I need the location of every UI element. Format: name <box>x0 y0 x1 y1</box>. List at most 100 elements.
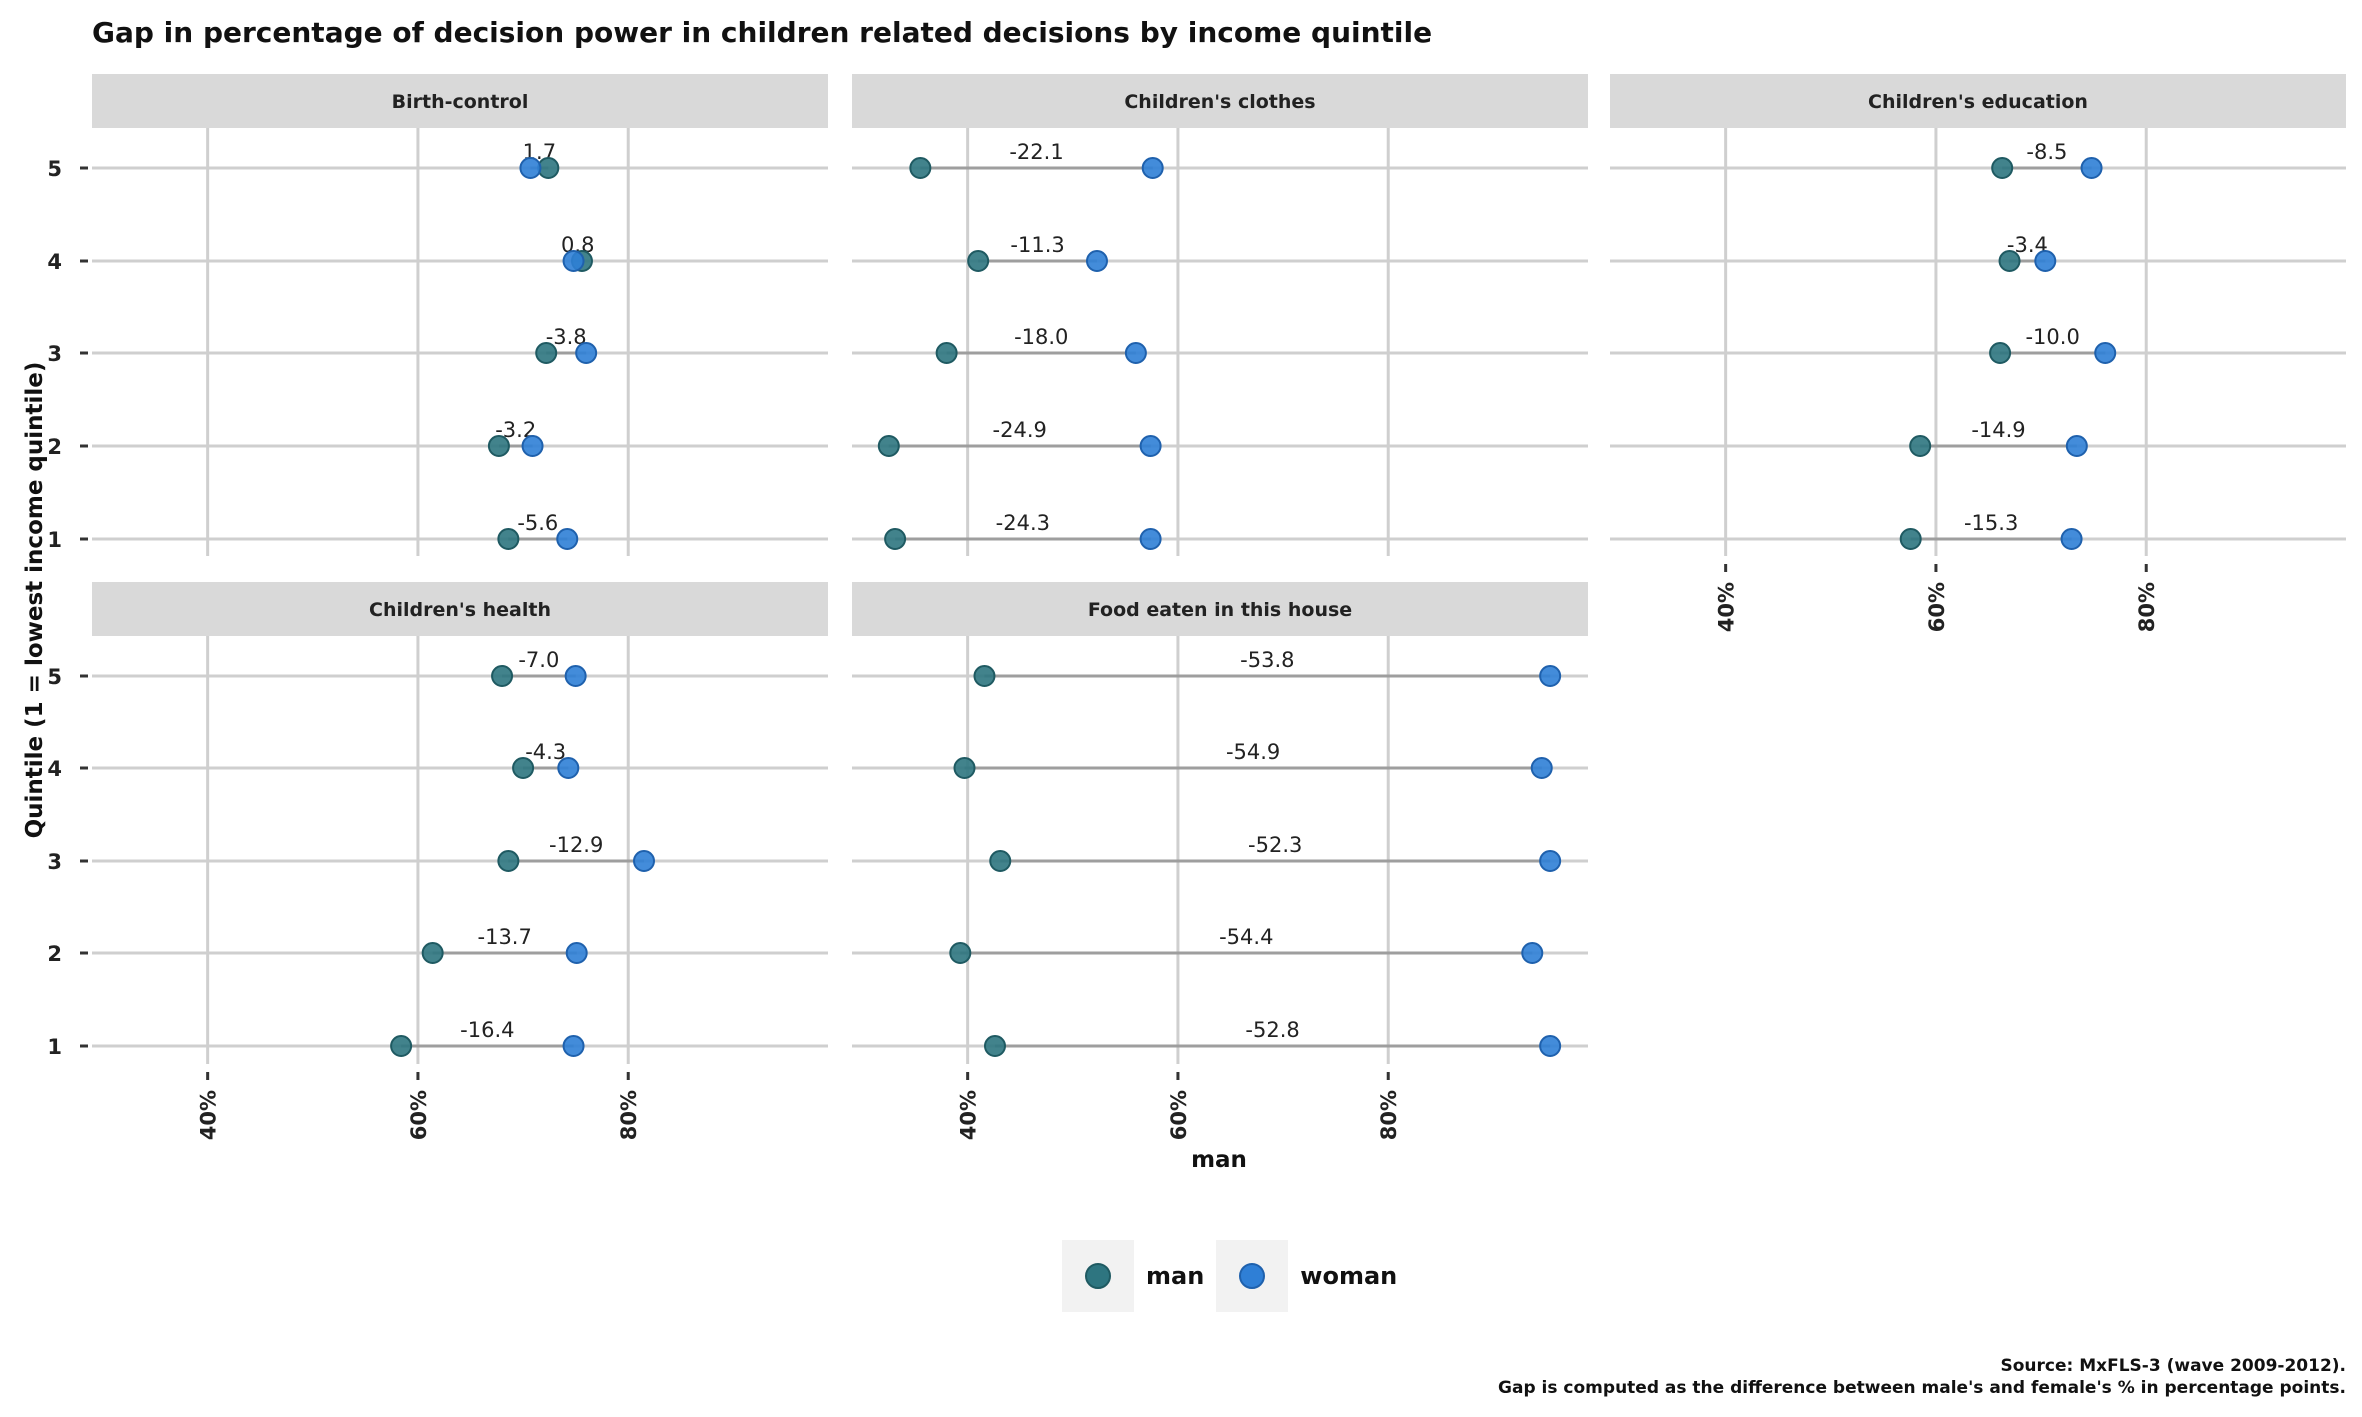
x-tick-label: 40% <box>197 1090 221 1140</box>
man-point <box>535 342 558 364</box>
y-tick-label: 1 <box>47 528 62 552</box>
woman-point <box>1539 850 1562 872</box>
woman-point <box>562 250 585 272</box>
x-tick-label: 80% <box>2135 582 2159 632</box>
man-point <box>390 1035 413 1057</box>
man-point <box>1991 157 2014 179</box>
x-tick-label: 40% <box>957 1090 981 1140</box>
gap-label: -52.8 <box>1245 1018 1299 1042</box>
panel-strip <box>92 74 828 128</box>
gap-label: -7.0 <box>518 648 559 672</box>
legend-label-man: man <box>1146 1262 1205 1290</box>
x-tick-label: 60% <box>1167 1090 1191 1140</box>
gap-label: -24.9 <box>993 418 1047 442</box>
legend-label-woman: woman <box>1300 1262 1398 1290</box>
legend-key-man <box>1062 1240 1134 1312</box>
man-point <box>973 665 996 687</box>
gap-label: -18.0 <box>1014 325 1068 349</box>
legend-dot-woman-icon <box>1239 1263 1266 1289</box>
panel-title: Children's clothes <box>1124 91 1315 113</box>
man-point <box>983 1035 1006 1057</box>
man-point <box>949 942 972 964</box>
gap-label: -54.9 <box>1226 740 1280 764</box>
woman-point <box>519 157 542 179</box>
caption-note: Gap is computed as the difference betwee… <box>1498 1378 2346 1398</box>
legend: man woman <box>1062 1240 1409 1312</box>
y-tick-label: 3 <box>47 342 62 366</box>
woman-point <box>564 665 587 687</box>
y-tick-label: 5 <box>47 157 62 181</box>
woman-point <box>1085 250 1108 272</box>
woman-point <box>562 1035 585 1057</box>
woman-point <box>1530 757 1553 779</box>
y-tick-label: 2 <box>47 435 62 459</box>
woman-point <box>2034 250 2057 272</box>
y-axis-label: Quintile (1 = lowest income quintile) <box>22 361 48 839</box>
gap-label: -15.3 <box>1964 511 2018 535</box>
man-point <box>512 757 535 779</box>
x-tick-label: 80% <box>617 1090 641 1140</box>
woman-point <box>1521 942 1544 964</box>
man-point <box>1899 528 1922 550</box>
woman-point <box>1124 342 1147 364</box>
woman-point <box>2060 528 2083 550</box>
chart-title: Gap in percentage of decision power in c… <box>92 16 1433 49</box>
man-point <box>1909 435 1932 457</box>
man-point <box>1989 342 2012 364</box>
gap-label: -52.3 <box>1248 833 1302 857</box>
panel-strip <box>852 74 1588 128</box>
man-point <box>884 528 907 550</box>
gap-label: -8.5 <box>2026 140 2067 164</box>
panel-strip <box>1610 74 2346 128</box>
legend-key-woman <box>1216 1240 1289 1312</box>
panel-strip <box>92 582 828 636</box>
woman-point <box>2094 342 2117 364</box>
legend-dot-man-icon <box>1085 1263 1111 1289</box>
gap-label: -16.4 <box>460 1018 514 1042</box>
y-tick-label: 4 <box>47 250 62 274</box>
panel-title: Birth-control <box>392 91 529 113</box>
gap-label: -11.3 <box>1010 233 1064 257</box>
caption-source: Source: MxFLS-3 (wave 2009-2012). <box>2000 1356 2347 1376</box>
woman-point <box>556 528 579 550</box>
x-tick-label: 80% <box>1377 1090 1401 1140</box>
panel-strip <box>852 582 1588 636</box>
gap-label: -54.4 <box>1219 925 1273 949</box>
y-tick-label: 4 <box>47 757 62 781</box>
man-point <box>909 157 932 179</box>
caption: Source: MxFLS-3 (wave 2009-2012). Gap is… <box>1498 1355 2346 1399</box>
y-tick-label: 3 <box>47 850 62 874</box>
man-point <box>421 942 444 964</box>
woman-point <box>521 435 544 457</box>
man-point <box>953 757 976 779</box>
man-point <box>989 850 1012 872</box>
panel-title: Children's health <box>369 599 551 621</box>
man-point <box>497 528 520 550</box>
woman-point <box>1539 665 1562 687</box>
y-tick-label: 5 <box>47 665 62 689</box>
panel-title: Children's education <box>1868 91 2088 113</box>
woman-point <box>1539 1035 1562 1057</box>
man-point <box>497 850 520 872</box>
man-point <box>967 250 990 272</box>
woman-point <box>565 942 588 964</box>
x-tick-label: 60% <box>1925 582 1949 632</box>
man-point <box>491 665 514 687</box>
man-point <box>877 435 900 457</box>
gap-label: -4.3 <box>525 740 566 764</box>
man-point <box>1998 250 2021 272</box>
gap-label: -13.7 <box>478 925 532 949</box>
gap-label: -53.8 <box>1240 648 1294 672</box>
y-tick-label: 2 <box>47 942 62 966</box>
man-point <box>935 342 958 364</box>
panel-title: Food eaten in this house <box>1088 599 1352 621</box>
woman-point <box>1139 528 1162 550</box>
man-point <box>487 435 510 457</box>
x-axis-label: man <box>1191 1147 1247 1173</box>
gap-label: -5.6 <box>517 511 558 535</box>
woman-point <box>557 757 580 779</box>
gap-label: -22.1 <box>1009 140 1063 164</box>
gap-label: -12.9 <box>549 833 603 857</box>
woman-point <box>1141 157 1164 179</box>
